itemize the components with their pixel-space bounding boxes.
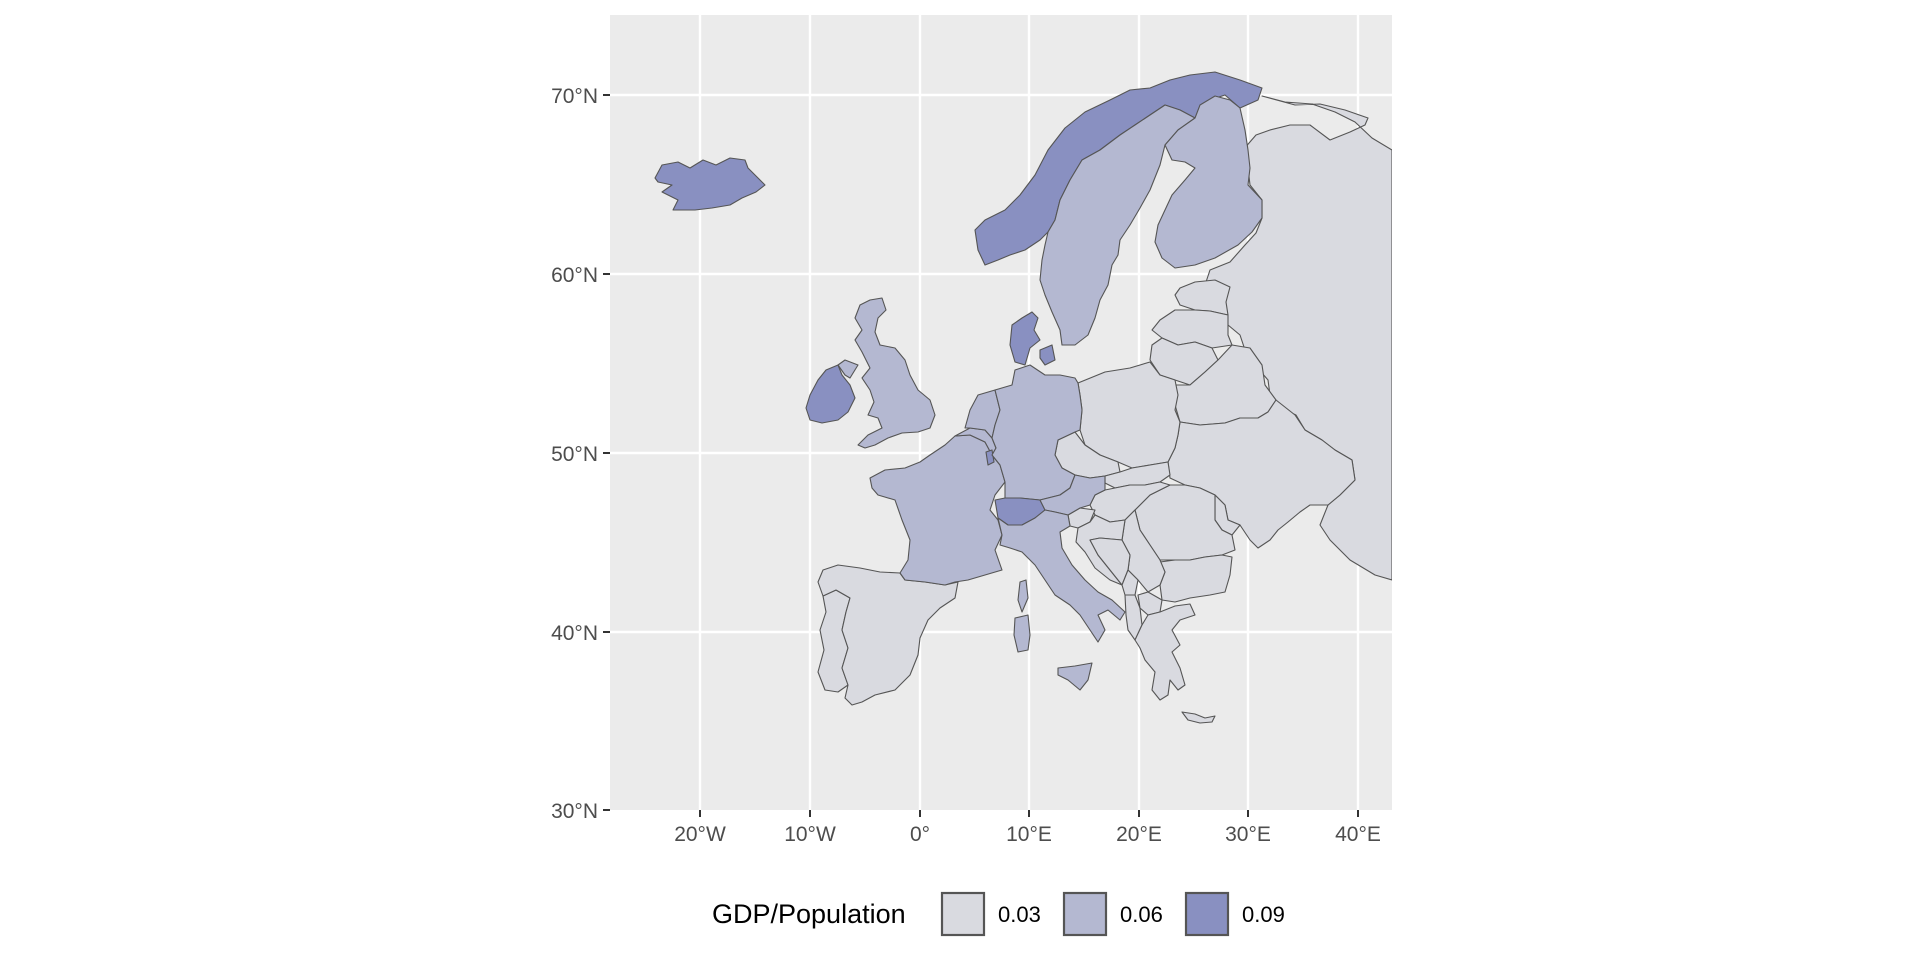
region-zealand (1039, 344, 1056, 366)
region-luxembourg (985, 449, 995, 466)
region-slovakia (1104, 461, 1171, 489)
legend-title: GDP/Population (712, 899, 906, 929)
tick-label-lat-30: 30°N (551, 800, 598, 823)
tick-label-lon-30e: 30°E (1225, 823, 1271, 846)
legend-key-0-03 (940, 891, 986, 937)
region-finland (1154, 95, 1263, 269)
tick-label-lon-20e: 20°E (1116, 823, 1162, 846)
region-corsica (1017, 579, 1029, 613)
longitude-axis: 20°W 10°W 0° 10°E 20°E 30°E 40°E (674, 810, 1381, 846)
tick-label-lon-10w: 10°W (784, 823, 836, 846)
legend-key-0-06 (1062, 891, 1108, 937)
tick-label-lat-60: 60°N (551, 264, 598, 287)
region-sweden (1039, 104, 1196, 346)
tick-label-lon-0: 0° (910, 823, 930, 846)
tick-label-lat-70: 70°N (551, 85, 598, 108)
region-ireland (805, 364, 856, 424)
region-russia (1204, 95, 1392, 581)
region-iceland (654, 157, 766, 211)
region-poland (1077, 361, 1181, 469)
region-greece (1134, 603, 1196, 701)
legend: GDP/Population 0.03 0.06 0.09 (712, 891, 1285, 937)
legend-label-0-03: 0.03 (998, 902, 1041, 927)
region-denmark (1009, 311, 1041, 366)
tick-label-lon-40e: 40°E (1335, 823, 1381, 846)
region-italy (997, 509, 1126, 643)
region-sicily (1057, 662, 1093, 691)
legend-key-0-09 (1184, 891, 1230, 937)
region-bulgaria (1159, 554, 1233, 603)
legend-label-0-06: 0.06 (1120, 902, 1163, 927)
tick-label-lon-20w: 20°W (674, 823, 726, 846)
tick-label-lat-50: 50°N (551, 443, 598, 466)
region-uk (837, 297, 936, 449)
countries-layer (654, 71, 1392, 724)
legend-label-0-09: 0.09 (1242, 902, 1285, 927)
region-germany (991, 364, 1083, 501)
region-crete (1181, 711, 1216, 724)
tick-label-lon-10e: 10°E (1006, 823, 1052, 846)
tick-label-lat-40: 40°N (551, 622, 598, 645)
region-montenegro (1121, 569, 1139, 596)
region-sardinia (1013, 614, 1031, 653)
region-hungary (1089, 481, 1171, 523)
latitude-axis: 70°N 60°N 50°N 40°N 30°N (551, 85, 610, 823)
region-france (869, 434, 1006, 586)
